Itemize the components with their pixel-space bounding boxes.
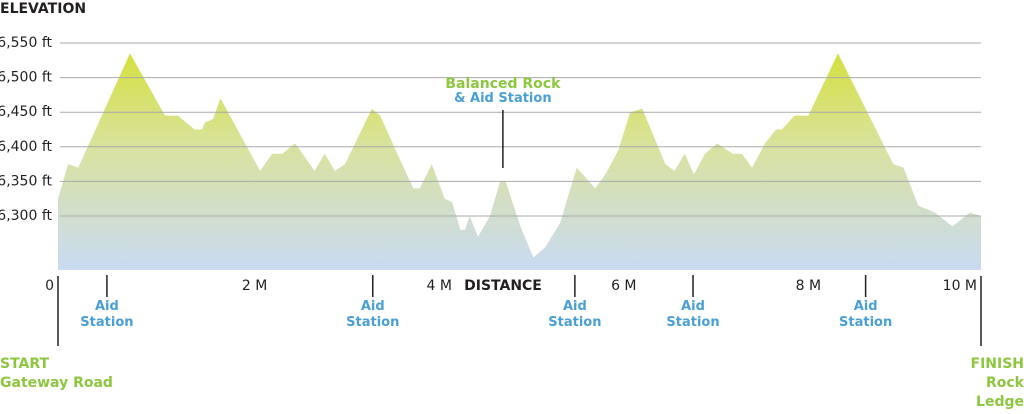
x-axis-label: DISTANCE: [464, 278, 542, 294]
y-tick-label: 6,450 ft: [0, 104, 53, 120]
finish-subtitle: Rock Ledge Ranch: [976, 375, 1024, 414]
start-subtitle: Gateway Road: [0, 375, 113, 391]
x-tick-label: 2 M: [242, 278, 267, 294]
y-tick-label: 6,500 ft: [0, 70, 53, 86]
aid-station-label: Aid Station: [666, 299, 720, 330]
finish-title: FINISH: [970, 356, 1024, 372]
y-tick-label: 6,400 ft: [0, 139, 53, 155]
landmark-title: Balanced Rock: [445, 76, 561, 92]
y-tick-label: 6,350 ft: [0, 173, 53, 189]
x-tick-label: 8 M: [796, 278, 821, 294]
aid-station-label: Aid Station: [839, 299, 893, 330]
x-tick-label: 4 M: [426, 278, 451, 294]
x-tick-label: 6 M: [611, 278, 636, 294]
x-tick-label: 0: [45, 278, 54, 294]
x-tick-label: 10 M: [943, 278, 977, 294]
aid-station-label: Aid Station: [346, 299, 400, 330]
chart-title: ELEVATION: [0, 1, 86, 17]
aid-station-label: Aid Station: [80, 299, 134, 330]
start-title: START: [0, 356, 50, 372]
landmark-subtitle: & Aid Station: [454, 91, 552, 106]
aid-station-label: Aid Station: [548, 299, 602, 330]
y-tick-label: 6,300 ft: [0, 208, 53, 224]
y-tick-label: 6,550 ft: [0, 35, 53, 51]
